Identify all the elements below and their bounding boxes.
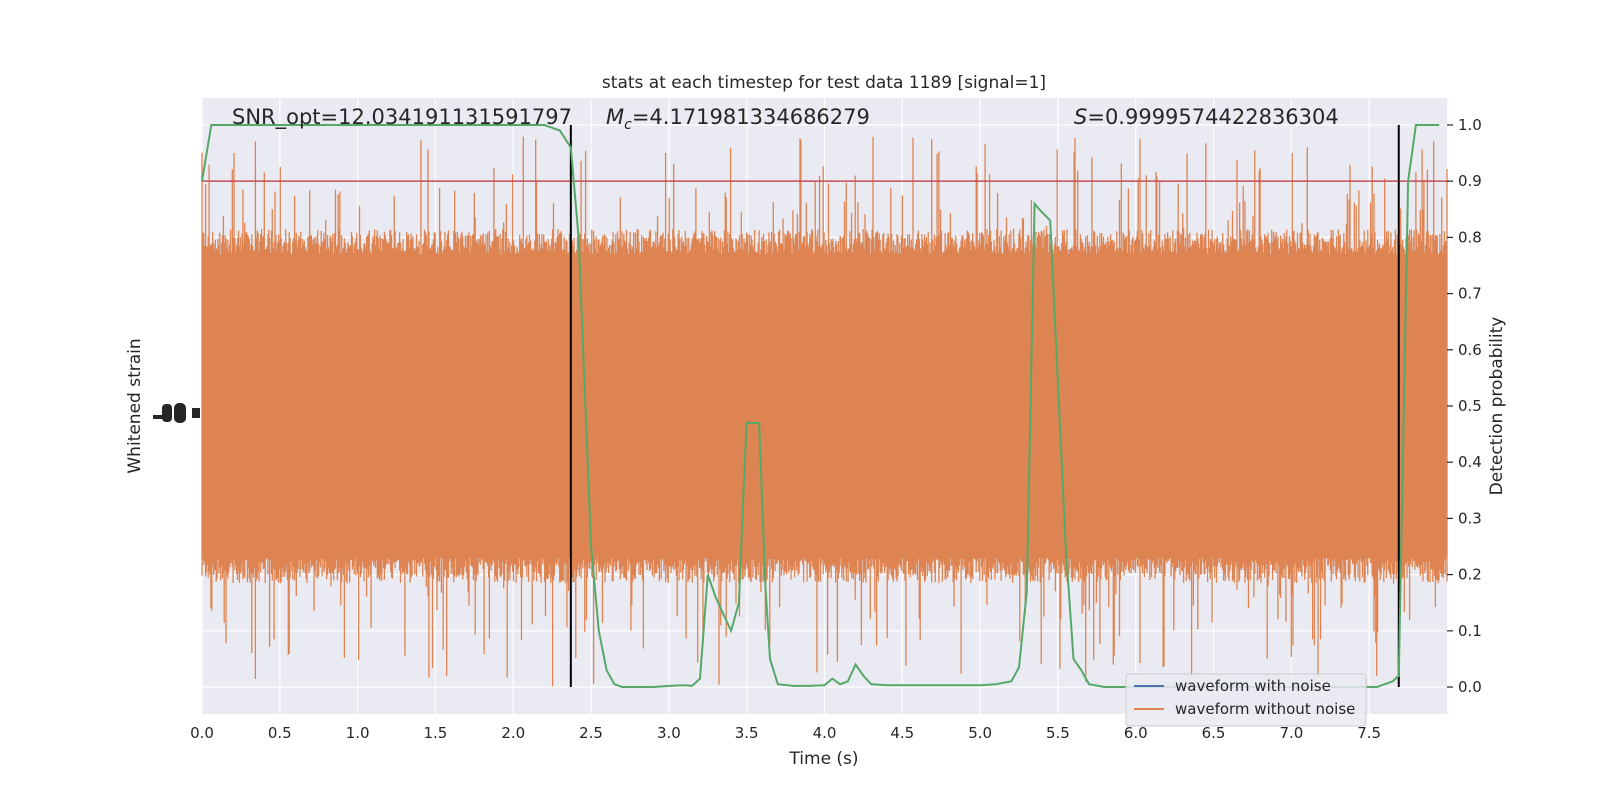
- x-axis-label: Time (s): [788, 749, 858, 769]
- reference-lines: [202, 124, 1447, 688]
- right-tick-label: 0.9: [1458, 172, 1482, 190]
- right-tick-label: 0.6: [1458, 341, 1482, 359]
- x-tick-label: 0.5: [268, 724, 292, 742]
- x-tick-label: 5.5: [1046, 724, 1070, 742]
- x-tick-label: 4.0: [813, 724, 837, 742]
- legend-box: [1125, 673, 1367, 727]
- right-tick-label: 0.2: [1458, 566, 1482, 584]
- left-axis-overlapped-ticks: [153, 403, 200, 423]
- x-tick-label: 3.5: [735, 724, 759, 742]
- x-tick-label: 5.0: [968, 724, 992, 742]
- left-axis-label: Whitened strain: [125, 338, 145, 473]
- legend: waveform with noise waveform without noi…: [1125, 673, 1367, 727]
- right-tick-label: 0.1: [1458, 622, 1482, 640]
- score-annotation: S=0.9999574422836304: [1074, 105, 1339, 129]
- legend-label-with-noise: waveform with noise: [1175, 677, 1331, 695]
- x-tick-label: 6.5: [1202, 724, 1226, 742]
- legend-label-without-noise: waveform without noise: [1175, 700, 1355, 718]
- waveform-without-noise-band: [202, 254, 1447, 558]
- x-tick-label: 0.0: [190, 724, 214, 742]
- chirp-mass-annotation: Mc=4.171981334686279: [606, 105, 870, 133]
- snr-annotation: SNR_opt=12.034191131591797: [232, 105, 572, 130]
- x-tick-label: 4.5: [890, 724, 914, 742]
- x-axis-ticks: 0.0 0.5 1.0 1.5 2.0 2.5 3.0 3.5 4.0 4.5 5.0 5.5 6.0 6…: [190, 724, 1381, 742]
- x-tick-label: 2.0: [501, 724, 525, 742]
- right-tick-label: 0.0: [1458, 678, 1482, 696]
- right-tick-label: 0.3: [1458, 509, 1482, 527]
- x-tick-label: 6.0: [1124, 724, 1148, 742]
- right-tick-label: 0.8: [1458, 228, 1482, 246]
- x-tick-label: 1.5: [424, 724, 448, 742]
- waveform-without-noise-series: [201, 136, 1448, 687]
- right-tick-label: 0.7: [1458, 285, 1482, 303]
- right-tick-label: 0.4: [1458, 453, 1482, 471]
- x-tick-label: 7.5: [1357, 724, 1381, 742]
- right-tick-label: 1.0: [1458, 116, 1482, 134]
- chart-title: stats at each timestep for test data 118…: [602, 73, 1046, 93]
- x-tick-label: 7.0: [1279, 724, 1303, 742]
- right-tick-label: 0.5: [1458, 397, 1482, 415]
- right-axis-label: Detection probability: [1487, 317, 1507, 496]
- x-tick-label: 2.5: [579, 724, 603, 742]
- right-axis-ticks: 0.0 0.1 0.2 0.3 0.4 0.5 0.6 0.7 0.8 0.9 1.0: [1447, 116, 1482, 696]
- x-tick-label: 3.0: [657, 724, 681, 742]
- x-tick-label: 1.0: [346, 724, 370, 742]
